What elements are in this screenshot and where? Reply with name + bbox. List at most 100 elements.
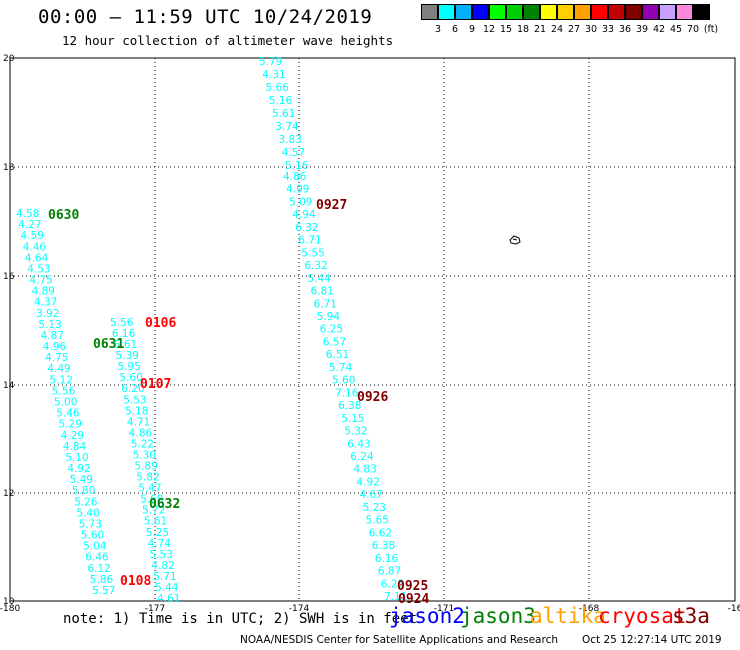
wave-height-value: 5.47 bbox=[138, 483, 161, 495]
wave-height-value: 7.11 bbox=[384, 591, 407, 603]
wave-height-value: 5.60 bbox=[81, 530, 104, 542]
wave-height-value: 5.29 bbox=[59, 419, 82, 431]
wave-height-value: 5.57 bbox=[92, 585, 115, 597]
map-grid bbox=[10, 58, 735, 601]
wave-height-value: 5.56 bbox=[52, 385, 76, 397]
wave-height-value: 5.60 bbox=[332, 375, 355, 387]
wave-height-value: 5.89 bbox=[134, 461, 157, 473]
wave-height-value: 4.99 bbox=[286, 184, 309, 196]
x-tick-label: -171 bbox=[434, 604, 454, 614]
y-tick-label: 16 bbox=[3, 272, 15, 282]
wave-height-value: 5.95 bbox=[118, 361, 141, 373]
legend-swatch bbox=[472, 4, 489, 20]
axis-tick-labels: -180 -177 -174 -171 -168 -16 20 18 16 14 12 10 bbox=[0, 54, 740, 614]
legend-label: 9 bbox=[468, 24, 476, 35]
legend-label: 33 bbox=[601, 24, 615, 35]
wave-height-value: 4.94 bbox=[292, 209, 316, 221]
legend-swatch bbox=[659, 4, 676, 20]
wave-height-value: 6.38 bbox=[338, 400, 361, 412]
wave-height-value: 5.22 bbox=[131, 438, 154, 450]
wave-height-value: 4.46 bbox=[23, 241, 47, 253]
wave-height-value: 4.64 bbox=[25, 252, 49, 264]
legend-label: 18 bbox=[516, 24, 530, 35]
legend-label: 30 bbox=[584, 24, 598, 35]
legend-unit: (ft) bbox=[703, 24, 719, 35]
wave-height-value: 4.89 bbox=[32, 286, 55, 298]
y-tick-label: 18 bbox=[3, 163, 15, 173]
wave-height-value: 5.23 bbox=[363, 502, 386, 514]
wave-height-value: 4.74 bbox=[148, 538, 172, 550]
legend-label: 70 bbox=[686, 24, 700, 35]
footnote: note: 1) Time is in UTC; 2) SWH is in fe… bbox=[63, 611, 418, 627]
wave-height-value: 5.26 bbox=[74, 496, 98, 508]
wave-height-value: 6.32 bbox=[295, 222, 318, 234]
wave-height-value: 6.38 bbox=[372, 540, 395, 552]
wave-height-value: 5.49 bbox=[70, 474, 93, 486]
legend-label: 15 bbox=[499, 24, 513, 35]
legend-swatch bbox=[693, 4, 710, 20]
satellite-s3a: s3a bbox=[672, 604, 710, 628]
legend-swatch bbox=[438, 4, 455, 20]
satellite-jason2: jason2 bbox=[389, 604, 465, 628]
wave-height-value: 5.30 bbox=[133, 450, 156, 462]
wave-height-value: 5.60 bbox=[119, 372, 142, 384]
wave-height-value: 6.25 bbox=[320, 324, 343, 336]
legend-swatch bbox=[608, 4, 625, 20]
wave-height-value: 4.83 bbox=[353, 464, 376, 476]
wave-height-value: 5.32 bbox=[344, 426, 367, 438]
wave-height-value: 5.94 bbox=[317, 311, 341, 323]
wave-height-value: 5.16 bbox=[269, 95, 293, 107]
x-tick-label: -16 bbox=[728, 604, 740, 614]
wave-height-value: 7.16 bbox=[335, 387, 359, 399]
legend-swatch bbox=[591, 4, 608, 20]
wave-height-value: 5.10 bbox=[65, 452, 88, 464]
wave-height-value: 5.61 bbox=[114, 339, 137, 351]
wave-height-value: 5.82 bbox=[136, 472, 159, 484]
wave-height-value: 5.53 bbox=[150, 549, 173, 561]
legend-swatch bbox=[506, 4, 523, 20]
legend-swatch bbox=[489, 4, 506, 20]
wave-height-value: 4.84 bbox=[63, 441, 87, 453]
wave-height-value: 3.83 bbox=[279, 134, 302, 146]
wave-height-value: 3.92 bbox=[36, 308, 59, 320]
wave-height-value: 5.61 bbox=[144, 516, 167, 528]
island-outline bbox=[509, 235, 521, 245]
wave-height-value: 5.25 bbox=[146, 527, 169, 539]
wave-height-value: 5.44 bbox=[155, 582, 179, 594]
legend-swatch bbox=[625, 4, 642, 20]
legend-label: 3 bbox=[434, 24, 442, 35]
wave-height-value: 4.86 bbox=[283, 171, 307, 183]
wave-height-value: 4.82 bbox=[151, 560, 174, 572]
page-subtitle: 12 hour collection of altimeter wave hei… bbox=[62, 33, 394, 48]
pass-time-label: 0924 bbox=[398, 592, 429, 607]
wave-height-value: 5.73 bbox=[79, 519, 102, 531]
y-tick-label: 10 bbox=[3, 597, 15, 607]
wave-height-value: 4.37 bbox=[34, 297, 57, 309]
credit-line: NOAA/NESDIS Center for Satellite Applica… bbox=[240, 634, 558, 646]
legend-label: 39 bbox=[635, 24, 649, 35]
page-title: 00:00 – 11:59 UTC 10/24/2019 bbox=[38, 6, 373, 28]
wave-height-value: 5.12 bbox=[50, 374, 73, 386]
wave-height-value: 4.61 bbox=[157, 593, 180, 605]
legend-label: 12 bbox=[482, 24, 496, 35]
y-tick-label: 12 bbox=[3, 489, 14, 499]
wave-height-value: 4.92 bbox=[357, 477, 380, 489]
wave-height-value: 5.46 bbox=[56, 408, 80, 420]
legend-label: 42 bbox=[652, 24, 666, 35]
wave-height-value: 6.46 bbox=[85, 552, 109, 564]
wave-height-value: 4.86 bbox=[129, 427, 153, 439]
wave-height-value: 4.49 bbox=[47, 363, 70, 375]
wave-height-value: 4.67 bbox=[360, 489, 383, 501]
altimeter-tracks: 5.794.315.665.165.613.743.834.575.164.86… bbox=[16, 56, 407, 605]
wave-height-value: 5.40 bbox=[76, 507, 99, 519]
wave-height-value: 5.65 bbox=[366, 515, 389, 527]
wave-height-value: 4.87 bbox=[41, 330, 64, 342]
satellite-jason3: jason3 bbox=[460, 604, 536, 628]
pass-time-label: 0632 bbox=[149, 497, 180, 512]
wave-height-value: 5.09 bbox=[289, 197, 312, 209]
wave-height-value: 3.74 bbox=[275, 121, 299, 133]
legend-swatch bbox=[455, 4, 472, 20]
wave-height-value: 4.96 bbox=[43, 341, 67, 353]
wave-height-value: 6.43 bbox=[347, 438, 370, 450]
